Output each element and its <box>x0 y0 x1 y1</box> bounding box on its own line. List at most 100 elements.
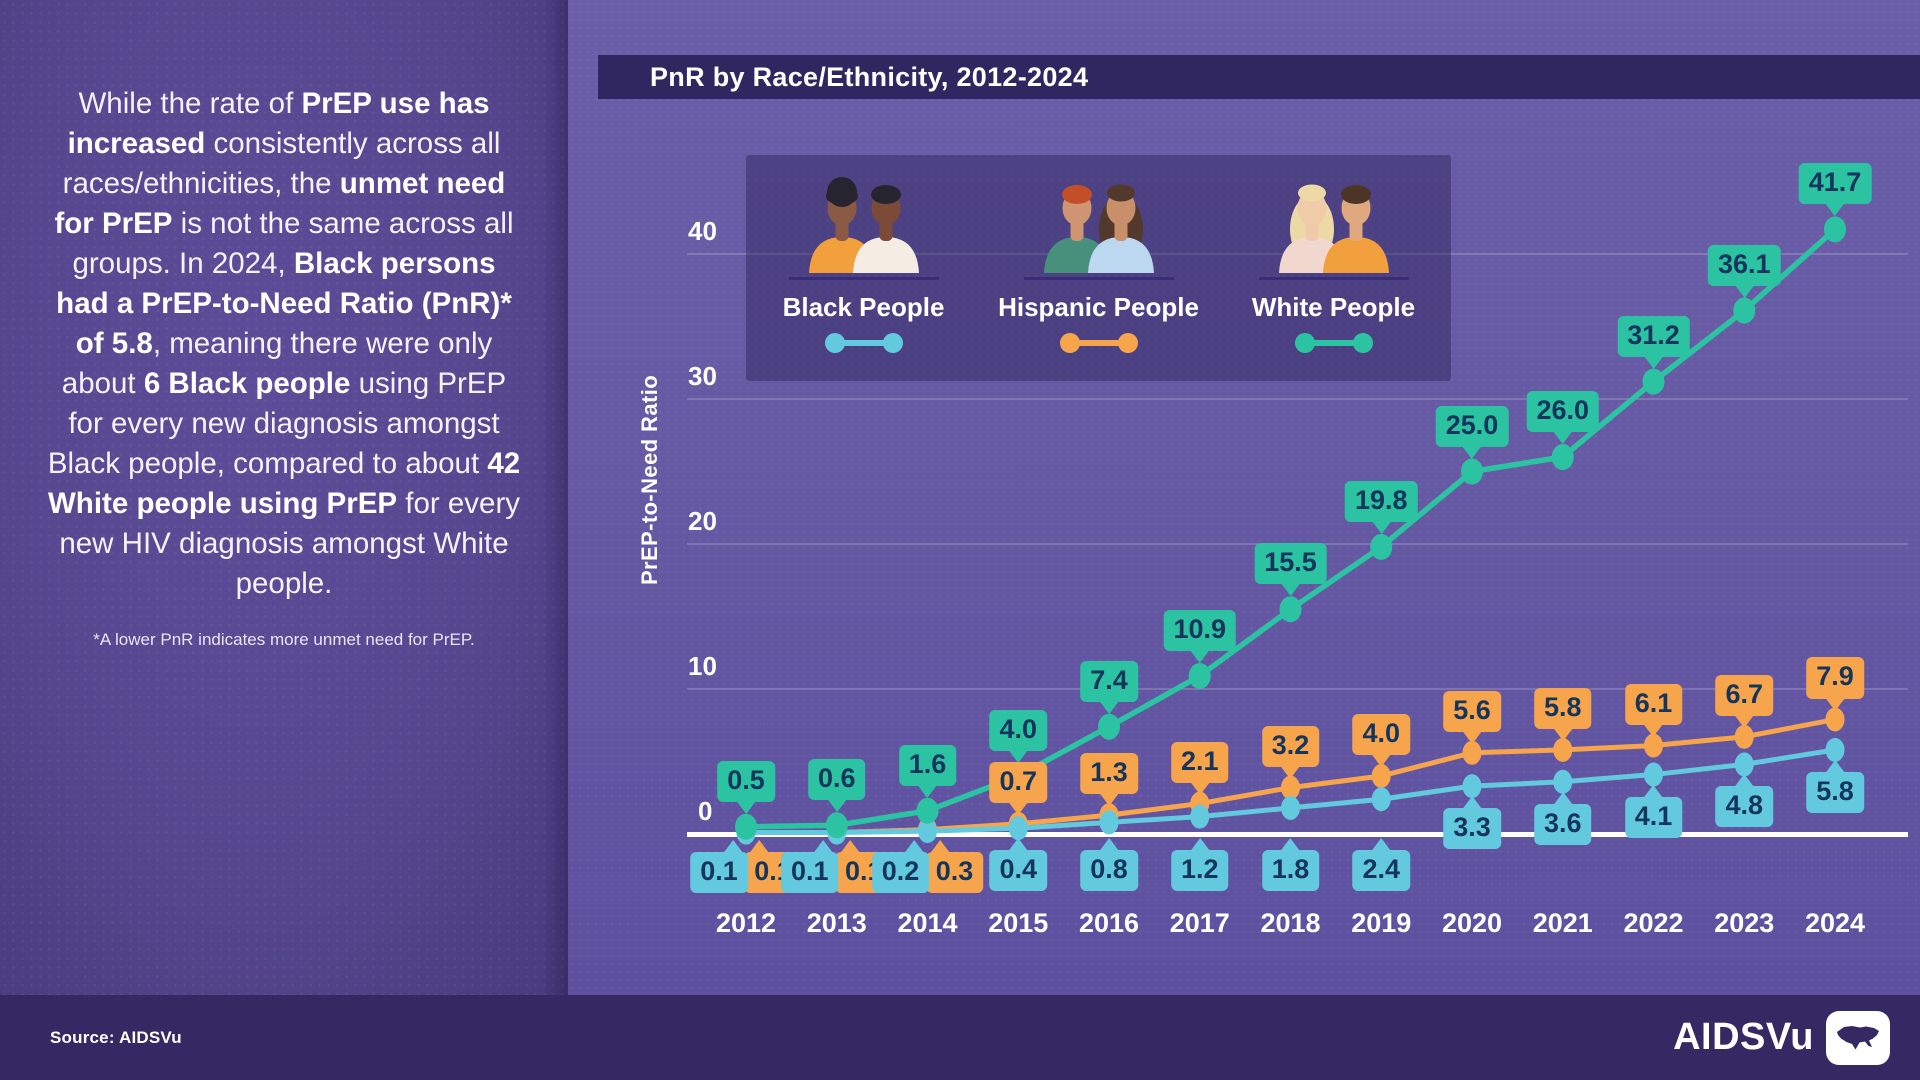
x-tick-2016: 2016 <box>1078 908 1140 938</box>
data-label-black-2017: 1.2 <box>1170 838 1229 892</box>
legend-underline <box>1258 277 1409 280</box>
data-point <box>1825 707 1845 732</box>
x-tick-2022: 2022 <box>1623 908 1684 938</box>
data-label-value: 5.8 <box>1816 775 1854 806</box>
callout-tail-icon <box>1735 285 1754 298</box>
data-label-value: 6.7 <box>1725 678 1764 709</box>
data-label-white-2021: 26.0 <box>1526 391 1600 445</box>
data-label-hispanic-2019: 4.0 <box>1352 714 1411 768</box>
data-point <box>1644 733 1663 758</box>
callout-tail-icon <box>1825 759 1844 772</box>
data-point <box>1279 596 1302 623</box>
data-label-black-2012: 0.1 <box>690 840 748 894</box>
legend-item-black-people: Black People <box>746 155 981 381</box>
legend-underline <box>1023 277 1174 280</box>
data-point <box>1188 662 1211 689</box>
data-point <box>1553 737 1573 762</box>
callout-tail-icon <box>1553 728 1572 741</box>
data-label-white-2019: 19.8 <box>1344 480 1418 534</box>
data-label-value: 41.7 <box>1808 167 1862 198</box>
x-tick-2019: 2019 <box>1351 908 1412 938</box>
footer-bar: Source: AIDSVu AIDSVu <box>0 995 1920 1080</box>
marker-line-icon <box>1068 340 1129 346</box>
callout-tail-icon <box>1462 731 1481 744</box>
data-point <box>1824 216 1846 243</box>
intro-paragraph: While the rate of PrEP use has increased… <box>45 84 523 604</box>
data-label-black-2015: 0.4 <box>989 838 1048 892</box>
data-label-hispanic-2017: 2.1 <box>1170 741 1229 795</box>
marker-dot-icon <box>882 333 903 353</box>
callout-tail-icon <box>736 801 755 814</box>
x-tick-2021: 2021 <box>1532 908 1593 938</box>
y-tick-20: 20 <box>688 506 717 536</box>
data-point <box>825 812 848 839</box>
data-label-black-2024: 5.8 <box>1806 759 1864 813</box>
x-tick-2020: 2020 <box>1441 908 1503 938</box>
data-point <box>1190 804 1210 829</box>
data-label-value: 5.8 <box>1543 691 1582 722</box>
data-label-value: 1.2 <box>1180 854 1219 884</box>
callout-tail-icon <box>723 840 742 852</box>
data-label-value: 0.8 <box>1090 854 1128 884</box>
emphasized-text: PrEP use has increased <box>67 87 490 160</box>
data-point <box>1733 297 1756 324</box>
body-text: , meaning there were only about <box>61 327 493 400</box>
data-label-value: 3.3 <box>1453 812 1491 843</box>
data-label-white-2013: 0.6 <box>807 759 866 813</box>
data-point <box>918 819 937 844</box>
data-label-value: 4.8 <box>1725 790 1764 821</box>
data-label-value: 19.8 <box>1354 484 1408 515</box>
aidsvu-logo: AIDSVu <box>1673 1010 1890 1065</box>
data-label-black-2022: 4.1 <box>1624 784 1683 838</box>
chart-title-bar: PnR by Race/Ethnicity, 2012-2024 <box>598 55 1920 99</box>
marker-line-icon <box>1303 340 1364 346</box>
chart-title: PnR by Race/Ethnicity, 2012-2024 <box>650 61 1089 92</box>
legend-underline <box>788 277 939 280</box>
data-label-white-2012: 0.5 <box>717 760 775 814</box>
callout-tail-icon <box>1735 715 1754 728</box>
legend-label: Hispanic People <box>998 292 1199 322</box>
data-point <box>1825 737 1845 762</box>
data-label-white-2018: 15.5 <box>1254 543 1327 597</box>
chart-svg <box>687 216 1908 845</box>
data-label-white-2022: 31.2 <box>1617 315 1690 369</box>
data-label-value: 36.1 <box>1717 248 1771 279</box>
data-label-hispanic-2018: 3.2 <box>1261 725 1320 779</box>
data-point <box>1281 795 1300 820</box>
data-label-white-2016: 7.4 <box>1080 660 1138 714</box>
x-tick-2013: 2013 <box>806 908 867 938</box>
data-label-white-2014: 1.6 <box>898 744 957 798</box>
callout-tail-icon <box>1463 446 1481 459</box>
x-tick-2018: 2018 <box>1260 908 1321 938</box>
data-label-value: 6.1 <box>1634 687 1673 718</box>
y-tick-0: 0 <box>698 796 713 826</box>
data-label-hispanic-2015: 0.7 <box>989 761 1048 815</box>
data-label-hispanic-2023: 6.7 <box>1715 674 1774 728</box>
legend-panel: Black People Hispanic People <box>746 155 1451 381</box>
x-tick-2017: 2017 <box>1169 908 1230 938</box>
data-label-black-2019: 2.4 <box>1352 838 1411 892</box>
callout-tail-icon <box>1553 432 1572 445</box>
data-label-black-2018: 1.8 <box>1261 838 1320 892</box>
data-label-white-2024: 41.7 <box>1798 163 1872 217</box>
data-point <box>1008 816 1028 841</box>
data-label-black-2020: 3.3 <box>1443 796 1501 850</box>
x-tick-2015: 2015 <box>988 908 1049 938</box>
data-label-value: 1.8 <box>1271 854 1310 884</box>
pnr-footnote: *A lower PnR indicates more unmet need f… <box>93 630 475 649</box>
data-label-black-2021: 3.6 <box>1533 791 1592 845</box>
data-label-value: 0.1 <box>790 856 829 886</box>
data-point <box>1461 458 1483 485</box>
people-illustration-white <box>1259 177 1409 275</box>
data-label-hispanic-2022: 6.1 <box>1624 683 1683 737</box>
us-map-icon <box>1826 1010 1890 1065</box>
callout-tail-icon <box>1644 356 1663 369</box>
data-point <box>735 813 757 840</box>
data-label-value: 1.6 <box>908 748 947 779</box>
callout-tail-icon <box>840 840 859 852</box>
people-illustration-hispanic <box>1024 177 1174 275</box>
marker-dot-icon <box>1117 333 1138 353</box>
aidsvu-logo-text: AIDSVu <box>1673 1016 1814 1058</box>
data-label-value: 3.6 <box>1543 807 1582 838</box>
